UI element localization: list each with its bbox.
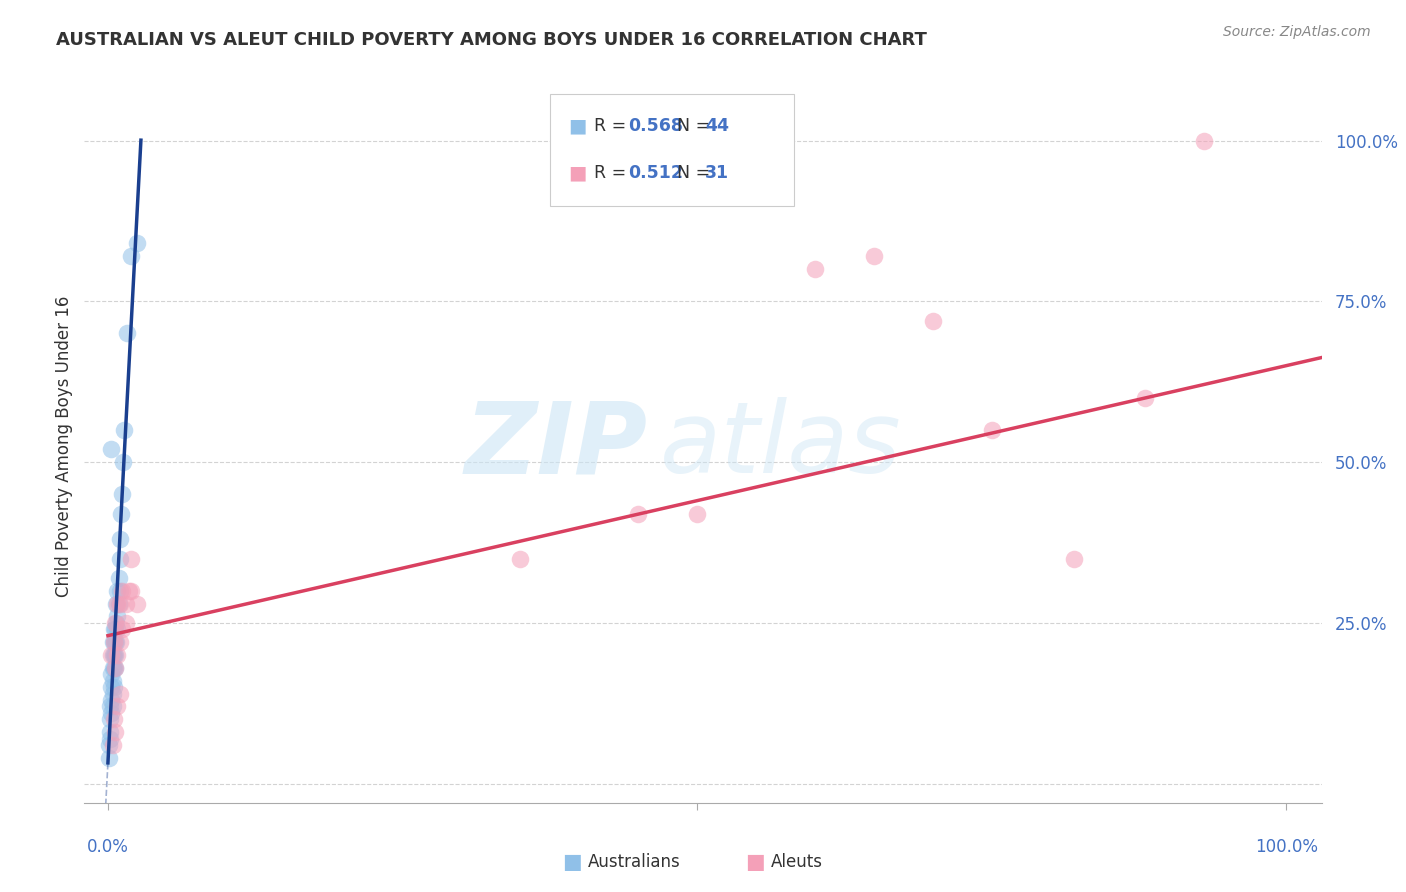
Point: [114, 615, 136, 630]
Point: [98, 712, 121, 726]
Text: atlas: atlas: [659, 398, 901, 494]
Point: [103, 635, 125, 649]
Point: [98, 731, 121, 746]
Point: [104, 622, 127, 636]
Point: [105, 622, 128, 636]
Point: [110, 507, 132, 521]
Point: [101, 699, 124, 714]
Point: [104, 661, 127, 675]
Point: [105, 699, 128, 714]
Text: Australians: Australians: [588, 853, 681, 871]
Point: [104, 635, 127, 649]
Point: [100, 648, 122, 662]
Point: [98, 738, 121, 752]
Point: [105, 615, 128, 630]
Point: [101, 738, 124, 752]
Text: AUSTRALIAN VS ALEUT CHILD POVERTY AMONG BOYS UNDER 16 CORRELATION CHART: AUSTRALIAN VS ALEUT CHILD POVERTY AMONG …: [56, 31, 927, 49]
Text: Source: ZipAtlas.com: Source: ZipAtlas.com: [1223, 25, 1371, 39]
Text: ■: ■: [745, 852, 765, 871]
Point: [121, 249, 143, 263]
Point: [107, 597, 129, 611]
Point: [112, 455, 135, 469]
Point: [98, 725, 121, 739]
Point: [104, 725, 127, 739]
Point: [1063, 551, 1085, 566]
Point: [108, 686, 131, 700]
Text: Aleuts: Aleuts: [770, 853, 823, 871]
Point: [105, 597, 128, 611]
Point: [100, 442, 122, 457]
Point: [104, 661, 127, 675]
Point: [104, 615, 127, 630]
Point: [863, 249, 886, 263]
Point: [108, 597, 131, 611]
Point: [509, 551, 531, 566]
Point: [114, 597, 136, 611]
Point: [98, 751, 121, 765]
Text: N =: N =: [676, 118, 716, 136]
Text: ■: ■: [568, 164, 586, 183]
Point: [100, 706, 122, 720]
Point: [98, 699, 121, 714]
Point: [101, 686, 124, 700]
Point: [108, 533, 131, 547]
Point: [100, 693, 122, 707]
Point: [101, 635, 124, 649]
Point: [105, 597, 128, 611]
Point: [103, 648, 125, 662]
Point: [107, 571, 129, 585]
Point: [108, 551, 131, 566]
Point: [127, 236, 149, 251]
Text: 44: 44: [704, 118, 728, 136]
Point: [121, 583, 143, 598]
Point: [103, 622, 125, 636]
Point: [105, 583, 128, 598]
Point: [101, 648, 124, 662]
Text: 0.0%: 0.0%: [87, 838, 129, 856]
Point: [108, 635, 131, 649]
Text: 31: 31: [704, 164, 730, 182]
Point: [1192, 134, 1215, 148]
Text: 0.512: 0.512: [627, 164, 683, 182]
Point: [921, 313, 943, 327]
Point: [111, 622, 134, 636]
Point: [111, 583, 134, 598]
Point: [103, 661, 125, 675]
Point: [105, 609, 128, 624]
Point: [804, 262, 827, 277]
Point: [127, 597, 149, 611]
Point: [115, 326, 138, 341]
Point: [112, 423, 135, 437]
Point: [105, 635, 128, 649]
Point: [980, 423, 1002, 437]
Point: [105, 648, 128, 662]
Point: [103, 680, 125, 694]
Point: [104, 648, 127, 662]
Y-axis label: Child Poverty Among Boys Under 16: Child Poverty Among Boys Under 16: [55, 295, 73, 597]
Point: [627, 507, 650, 521]
Point: [100, 680, 122, 694]
Text: ZIP: ZIP: [464, 398, 647, 494]
Point: [121, 551, 143, 566]
Point: [108, 583, 131, 598]
Text: ■: ■: [568, 117, 586, 136]
Point: [101, 661, 124, 675]
Point: [103, 712, 125, 726]
Point: [101, 673, 124, 688]
Point: [111, 487, 134, 501]
Point: [1133, 391, 1156, 405]
Text: N =: N =: [676, 164, 716, 182]
Text: ■: ■: [562, 852, 582, 871]
Point: [103, 635, 125, 649]
Point: [100, 667, 122, 681]
Point: [686, 507, 709, 521]
Point: [118, 583, 141, 598]
Text: 0.568: 0.568: [627, 118, 683, 136]
Text: R =: R =: [593, 118, 631, 136]
Text: 100.0%: 100.0%: [1254, 838, 1317, 856]
Text: R =: R =: [593, 164, 631, 182]
